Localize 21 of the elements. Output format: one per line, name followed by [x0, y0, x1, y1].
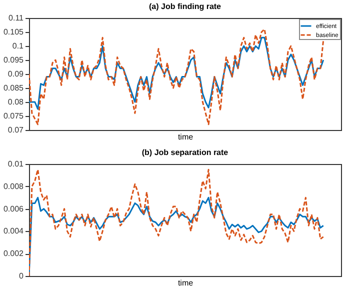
- y-tick-label: 0.01: [8, 160, 24, 168]
- y-tick-label: 0.006: [3, 204, 24, 214]
- x-axis-title: time: [178, 278, 194, 288]
- chart-title: (a) Job finding rate: [149, 2, 222, 11]
- y-tick-label: 0.07: [8, 126, 24, 134]
- y-tick-label: 0.105: [3, 28, 24, 36]
- y-tick-label: 0.09: [8, 70, 24, 78]
- y-tick-label: 0.08: [8, 98, 24, 106]
- line-series: [29, 168, 324, 276]
- x-axis-title: time: [178, 132, 194, 142]
- y-tick-label: 0.095: [3, 56, 24, 64]
- y-tick-label: 0.085: [3, 84, 24, 92]
- y-tick-label: 0.075: [3, 112, 24, 120]
- y-tick-label: 0.002: [3, 249, 24, 258]
- line-series: [29, 36, 324, 110]
- y-tick-label: 0.008: [3, 182, 24, 191]
- y-tick-label: 0.11: [8, 14, 24, 22]
- y-tick-label: 0: [19, 272, 24, 280]
- y-tick-label: 0.1: [12, 42, 24, 50]
- chart-title: (b) Job separation rate: [142, 148, 229, 157]
- y-tick-label: 0.004: [3, 226, 24, 236]
